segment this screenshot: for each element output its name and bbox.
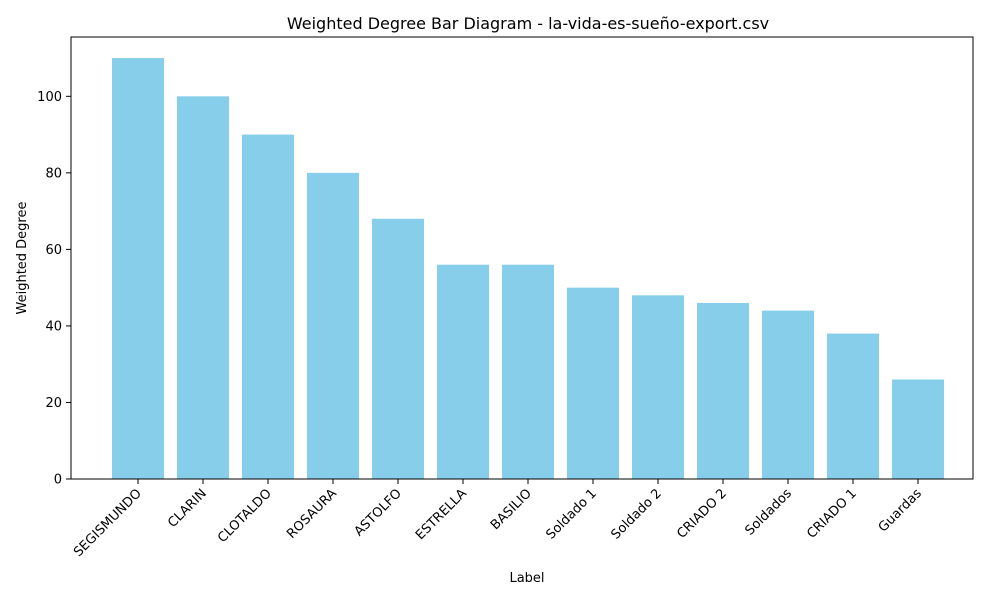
bar	[567, 287, 619, 479]
chart-title: Weighted Degree Bar Diagram - la-vida-es…	[287, 14, 769, 33]
bar	[112, 58, 164, 480]
x-tick-label: Guardas	[876, 486, 925, 535]
bar	[437, 264, 489, 479]
bar	[762, 310, 814, 479]
bar	[632, 295, 684, 479]
bars-layer	[112, 58, 944, 480]
y-tick-label: 60	[45, 243, 62, 258]
x-tick-label: ROSAURA	[284, 486, 340, 542]
bar	[177, 96, 229, 480]
x-tick-label: SEGISMUNDO	[71, 486, 145, 560]
x-axis-label: Label	[509, 571, 544, 586]
y-axis-label: Weighted Degree	[15, 202, 30, 315]
y-axis: 0 20 40 60 80 100	[37, 90, 71, 488]
plot-frame	[70, 36, 974, 480]
x-tick-label: Soldados	[742, 486, 794, 538]
x-tick-label: CLOTALDO	[215, 486, 275, 546]
x-axis: SEGISMUNDO CLARIN CLOTALDO ROSAURA ASTOLFO ES…	[71, 479, 925, 560]
x-tick-label: ASTOLFO	[352, 486, 405, 539]
bar	[502, 264, 554, 479]
y-tick-label: 100	[37, 90, 62, 105]
bar	[827, 333, 879, 479]
x-tick-label: ESTRELLA	[413, 486, 470, 543]
x-tick-label: Soldado 2	[609, 486, 665, 542]
y-tick-label: 20	[45, 396, 62, 411]
x-tick-label: CLARIN	[165, 486, 210, 531]
bar	[242, 134, 294, 479]
bar	[372, 218, 424, 479]
y-tick-label: 0	[54, 473, 62, 488]
bar	[892, 379, 944, 479]
bar	[697, 302, 749, 479]
x-tick-label: BASILIO	[488, 486, 535, 533]
y-tick-label: 80	[45, 166, 62, 181]
bar	[307, 172, 359, 479]
x-tick-label: CRIADO 1	[804, 486, 859, 541]
x-tick-label: CRIADO 2	[674, 486, 729, 541]
x-tick-label: Soldado 1	[544, 486, 600, 542]
y-tick-label: 40	[45, 319, 62, 334]
